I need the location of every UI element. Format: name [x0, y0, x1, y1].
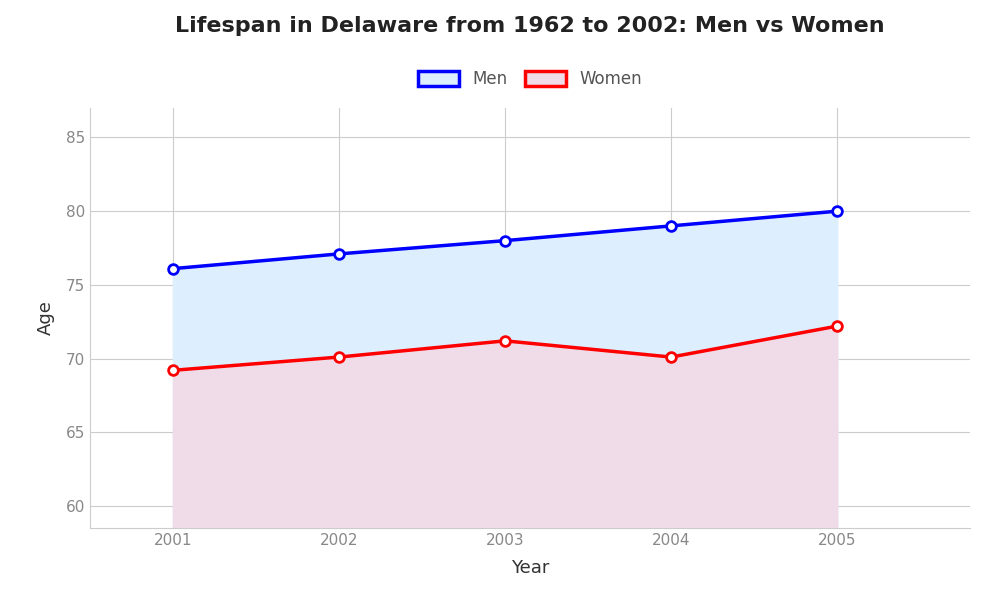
X-axis label: Year: Year: [511, 559, 549, 577]
Title: Lifespan in Delaware from 1962 to 2002: Men vs Women: Lifespan in Delaware from 1962 to 2002: …: [175, 16, 885, 35]
Legend: Men, Women: Men, Women: [409, 62, 651, 97]
Y-axis label: Age: Age: [37, 301, 55, 335]
